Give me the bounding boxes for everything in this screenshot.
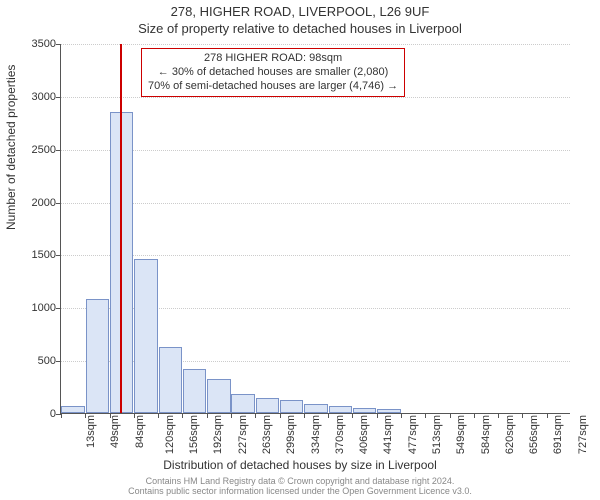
histogram-bar xyxy=(86,299,109,413)
xtick-label: 84sqm xyxy=(134,415,146,448)
xtick-mark xyxy=(547,413,548,418)
ytick-mark xyxy=(56,361,61,362)
histogram-bar xyxy=(353,408,376,413)
histogram-bar xyxy=(231,394,254,413)
x-axis-label: Distribution of detached houses by size … xyxy=(0,458,600,472)
xtick-label: 406sqm xyxy=(358,415,370,454)
ytick-label: 0 xyxy=(16,408,56,420)
xtick-label: 477sqm xyxy=(407,415,419,454)
xtick-label: 584sqm xyxy=(480,415,492,454)
ytick-label: 3500 xyxy=(16,38,56,50)
histogram-bar xyxy=(304,404,327,414)
histogram-bar xyxy=(159,347,182,413)
xtick-label: 49sqm xyxy=(109,415,121,448)
title-sub: Size of property relative to detached ho… xyxy=(0,21,600,36)
ytick-label: 1000 xyxy=(16,302,56,314)
ytick-label: 2000 xyxy=(16,197,56,209)
xtick-mark xyxy=(110,413,111,418)
xtick-mark xyxy=(280,413,281,418)
xtick-mark xyxy=(207,413,208,418)
xtick-label: 13sqm xyxy=(85,415,97,448)
xtick-label: 549sqm xyxy=(455,415,467,454)
gridline xyxy=(61,203,570,204)
property-marker-line xyxy=(120,44,122,413)
xtick-label: 691sqm xyxy=(553,415,565,454)
xtick-label: 513sqm xyxy=(431,415,443,454)
xtick-label: 227sqm xyxy=(237,415,249,454)
histogram-bar xyxy=(134,259,157,413)
histogram-bar xyxy=(329,406,352,413)
ytick-mark xyxy=(56,44,61,45)
xtick-label: 370sqm xyxy=(334,415,346,454)
plot-region: 13sqm49sqm84sqm120sqm156sqm192sqm227sqm2… xyxy=(60,44,570,414)
xtick-label: 299sqm xyxy=(285,415,297,454)
gridline xyxy=(61,255,570,256)
xtick-mark xyxy=(474,413,475,418)
xtick-mark xyxy=(450,413,451,418)
xtick-mark xyxy=(328,413,329,418)
ytick-mark xyxy=(56,97,61,98)
xtick-mark xyxy=(425,413,426,418)
xtick-mark xyxy=(401,413,402,418)
xtick-label: 263sqm xyxy=(261,415,273,454)
footer-attribution: Contains HM Land Registry data © Crown c… xyxy=(0,476,600,497)
annotation-box: 278 HIGHER ROAD: 98sqm← 30% of detached … xyxy=(141,48,405,97)
annotation-line-1: 278 HIGHER ROAD: 98sqm xyxy=(148,52,398,66)
xtick-mark xyxy=(255,413,256,418)
xtick-mark xyxy=(377,413,378,418)
histogram-bar xyxy=(377,409,400,413)
xtick-mark xyxy=(134,413,135,418)
ytick-label: 500 xyxy=(16,355,56,367)
xtick-mark xyxy=(182,413,183,418)
xtick-mark xyxy=(61,413,62,418)
ytick-mark xyxy=(56,150,61,151)
histogram-bar xyxy=(256,398,279,413)
chart-area: 13sqm49sqm84sqm120sqm156sqm192sqm227sqm2… xyxy=(60,44,570,414)
ytick-label: 3000 xyxy=(16,91,56,103)
histogram-bar xyxy=(61,406,84,413)
ytick-label: 2500 xyxy=(16,144,56,156)
xtick-label: 120sqm xyxy=(164,415,176,454)
footer-line-1: Contains HM Land Registry data © Crown c… xyxy=(0,476,600,486)
histogram-bar xyxy=(207,379,230,413)
xtick-label: 727sqm xyxy=(577,415,589,454)
xtick-label: 334sqm xyxy=(310,415,322,454)
footer-line-2: Contains public sector information licen… xyxy=(0,486,600,496)
xtick-label: 441sqm xyxy=(383,415,395,454)
ytick-mark xyxy=(56,203,61,204)
xtick-mark xyxy=(85,413,86,418)
annotation-line-3: 70% of semi-detached houses are larger (… xyxy=(148,80,398,94)
annotation-line-2: ← 30% of detached houses are smaller (2,… xyxy=(148,66,398,80)
ytick-mark xyxy=(56,255,61,256)
xtick-mark xyxy=(231,413,232,418)
xtick-label: 620sqm xyxy=(504,415,516,454)
xtick-mark xyxy=(498,413,499,418)
xtick-label: 192sqm xyxy=(213,415,225,454)
ytick-mark xyxy=(56,308,61,309)
histogram-bar xyxy=(280,400,303,413)
xtick-mark xyxy=(352,413,353,418)
gridline xyxy=(61,44,570,45)
title-main: 278, HIGHER ROAD, LIVERPOOL, L26 9UF xyxy=(0,4,600,19)
xtick-mark xyxy=(304,413,305,418)
title-block: 278, HIGHER ROAD, LIVERPOOL, L26 9UF Siz… xyxy=(0,0,600,36)
ytick-label: 1500 xyxy=(16,249,56,261)
xtick-label: 656sqm xyxy=(528,415,540,454)
histogram-bar xyxy=(183,369,206,413)
xtick-mark xyxy=(158,413,159,418)
page-root: 278, HIGHER ROAD, LIVERPOOL, L26 9UF Siz… xyxy=(0,0,600,500)
xtick-mark xyxy=(522,413,523,418)
xtick-label: 156sqm xyxy=(188,415,200,454)
gridline xyxy=(61,150,570,151)
